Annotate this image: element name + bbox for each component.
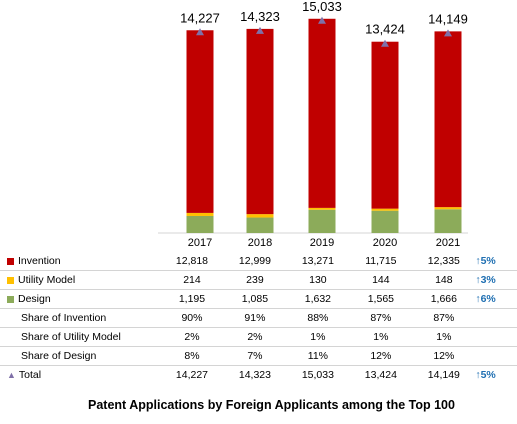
cell-utility-2019: 130 — [286, 271, 349, 290]
change-cell-share-invention — [475, 309, 517, 328]
table-row-total: ▲Total14,22714,32315,03313,42414,149↑5% — [0, 366, 517, 385]
cell-utility-2018: 239 — [223, 271, 286, 290]
cell-share-design-2017: 8% — [160, 347, 223, 366]
table-row-design: Design 1,1951,0851,6321,5651,666↑6% — [0, 290, 517, 309]
total-label-2018: 14,323 — [240, 9, 280, 24]
bar-utility-2018 — [247, 214, 274, 217]
cell-invention-2019: 13,271 — [286, 252, 349, 271]
cell-design-2019: 1,632 — [286, 290, 349, 309]
cell-invention-2021: 12,335 — [412, 252, 475, 271]
cell-invention-2017: 12,818 — [160, 252, 223, 271]
cell-design-2021: 1,666 — [412, 290, 475, 309]
cell-share-design-2020: 12% — [349, 347, 412, 366]
bar-utility-2021 — [435, 207, 462, 209]
total-label-2019: 15,033 — [302, 0, 342, 14]
legend-swatch-invention — [7, 258, 14, 265]
cell-design-2018: 1,085 — [223, 290, 286, 309]
cell-design-2017: 1,195 — [160, 290, 223, 309]
row-label-cell: ▲Total — [0, 366, 160, 385]
cell-total-2019: 15,033 — [286, 366, 349, 385]
cell-design-2020: 1,565 — [349, 290, 412, 309]
row-label: Design — [18, 293, 51, 305]
change-value: 3% — [481, 274, 496, 286]
cell-utility-2021: 148 — [412, 271, 475, 290]
stacked-bar-chart: 14,227 14,323 15,033 13,424 14,149 2017 2018 2… — [0, 0, 517, 252]
cell-share-design-2021: 12% — [412, 347, 475, 366]
category-label-2019: 2019 — [310, 237, 334, 249]
cell-share-utility-2018: 2% — [223, 328, 286, 347]
total-label-2021: 14,149 — [428, 11, 468, 26]
cell-share-invention-2018: 91% — [223, 309, 286, 328]
change-value: 5% — [481, 369, 496, 381]
cell-utility-2020: 144 — [349, 271, 412, 290]
bar-invention-2018 — [247, 29, 274, 214]
cell-total-2020: 13,424 — [349, 366, 412, 385]
bar-design-2021 — [435, 209, 462, 233]
change-value: 6% — [481, 293, 496, 305]
table-row-utility: Utility Model 214239130144148↑3% — [0, 271, 517, 290]
table-row-share-utility: Share of Utility Model2%2%1%1%1% — [0, 328, 517, 347]
cell-total-2018: 14,323 — [223, 366, 286, 385]
table-row-invention: Invention 12,81812,99913,27111,71512,335↑… — [0, 252, 517, 271]
legend-swatch-utility — [7, 277, 14, 284]
bar-invention-2017 — [187, 30, 214, 213]
cell-share-invention-2021: 87% — [412, 309, 475, 328]
legend-triangle-icon: ▲ — [7, 370, 16, 380]
row-label-cell: Design — [0, 290, 160, 309]
cell-share-utility-2021: 1% — [412, 328, 475, 347]
cell-total-2021: 14,149 — [412, 366, 475, 385]
row-label: Total — [19, 369, 41, 381]
cell-share-design-2018: 7% — [223, 347, 286, 366]
category-label-2017: 2017 — [188, 237, 212, 249]
row-label: Utility Model — [18, 274, 75, 286]
bar-utility-2017 — [187, 213, 214, 216]
change-cell-share-utility — [475, 328, 517, 347]
bar-invention-2019 — [309, 19, 336, 208]
data-table: Invention12,81812,99913,27111,71512,335↑… — [0, 252, 517, 384]
change-cell-invention: ↑5% — [475, 252, 517, 271]
bar-design-2019 — [309, 210, 336, 233]
table-row-share-design: Share of Design8%7%11%12%12% — [0, 347, 517, 366]
change-value: 5% — [481, 255, 496, 267]
change-cell-design: ↑6% — [475, 290, 517, 309]
category-label-2018: 2018 — [248, 237, 272, 249]
category-label-2020: 2020 — [373, 237, 397, 249]
cell-invention-2018: 12,999 — [223, 252, 286, 271]
row-label: Share of Design — [21, 350, 96, 362]
cell-share-utility-2020: 1% — [349, 328, 412, 347]
cell-invention-2020: 11,715 — [349, 252, 412, 271]
bar-design-2020 — [372, 211, 399, 233]
cell-share-invention-2017: 90% — [160, 309, 223, 328]
bar-invention-2021 — [435, 31, 462, 207]
row-label-cell: Share of Invention — [0, 309, 160, 328]
row-label-cell: Share of Utility Model — [0, 328, 160, 347]
cell-share-invention-2019: 88% — [286, 309, 349, 328]
row-label: Share of Utility Model — [21, 331, 121, 343]
cell-share-invention-2020: 87% — [349, 309, 412, 328]
row-label-cell: Share of Design — [0, 347, 160, 366]
table-row-share-invention: Share of Invention90%91%88%87%87% — [0, 309, 517, 328]
chart-title: Patent Applications by Foreign Applicant… — [88, 398, 455, 412]
bar-invention-2020 — [372, 42, 399, 209]
row-label-cell: Invention — [0, 252, 160, 271]
cell-share-utility-2019: 1% — [286, 328, 349, 347]
cell-share-design-2019: 11% — [286, 347, 349, 366]
change-cell-total: ↑5% — [475, 366, 517, 385]
cell-share-utility-2017: 2% — [160, 328, 223, 347]
category-label-2021: 2021 — [436, 237, 460, 249]
row-label: Share of Invention — [21, 312, 106, 324]
row-label-cell: Utility Model — [0, 271, 160, 290]
bar-design-2017 — [187, 216, 214, 233]
total-label-2017: 14,227 — [180, 10, 220, 25]
bar-utility-2019 — [309, 208, 336, 210]
cell-utility-2017: 214 — [160, 271, 223, 290]
cell-total-2017: 14,227 — [160, 366, 223, 385]
change-cell-share-design — [475, 347, 517, 366]
row-label: Invention — [18, 255, 61, 267]
bar-design-2018 — [247, 218, 274, 233]
bar-utility-2020 — [372, 209, 399, 211]
change-cell-utility: ↑3% — [475, 271, 517, 290]
legend-swatch-design — [7, 296, 14, 303]
total-label-2020: 13,424 — [365, 22, 405, 37]
